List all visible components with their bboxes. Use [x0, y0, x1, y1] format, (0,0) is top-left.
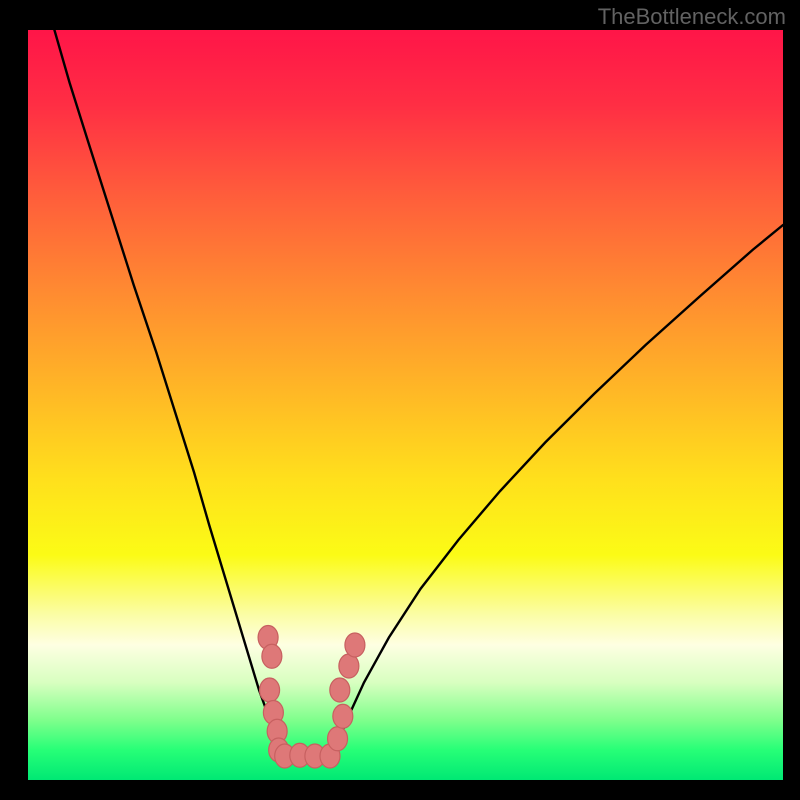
- marker-point: [333, 704, 353, 728]
- plot-area: [28, 30, 783, 780]
- marker-point: [345, 633, 365, 657]
- marker-point: [330, 678, 350, 702]
- gradient-background: [28, 30, 783, 780]
- marker-point: [262, 644, 282, 668]
- marker-point: [328, 727, 348, 751]
- marker-point: [260, 678, 280, 702]
- watermark-text: TheBottleneck.com: [598, 4, 786, 30]
- plot-svg: [28, 30, 783, 780]
- marker-point: [339, 654, 359, 678]
